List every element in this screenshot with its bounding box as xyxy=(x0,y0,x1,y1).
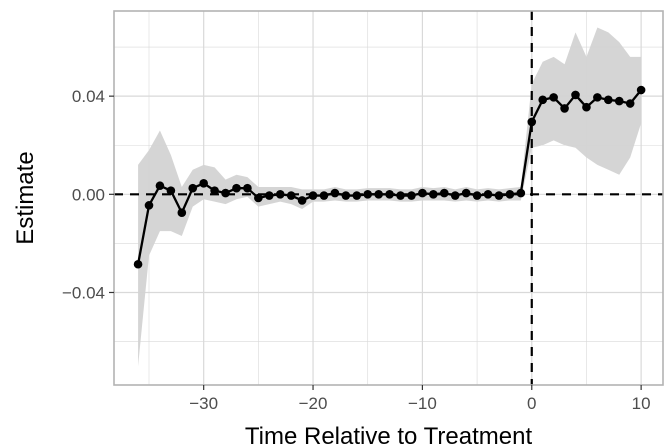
y-tick-label: 0.04 xyxy=(72,87,105,106)
estimate-point xyxy=(593,93,602,102)
estimate-point xyxy=(166,186,176,195)
estimate-point xyxy=(571,90,580,100)
estimate-point xyxy=(396,191,405,200)
estimate-point xyxy=(560,104,569,113)
estimate-point xyxy=(625,99,635,108)
estimate-point xyxy=(243,183,252,193)
estimate-point xyxy=(636,85,646,95)
plot-panel-border xyxy=(113,10,664,386)
estimate-point xyxy=(494,191,504,200)
x-tick-label: −30 xyxy=(189,394,218,413)
estimate-point xyxy=(549,93,558,102)
estimate-point xyxy=(516,188,526,198)
estimate-point xyxy=(188,183,198,193)
estimate-point xyxy=(439,188,449,198)
estimate-point xyxy=(363,190,373,199)
y-tick-label: 0.00 xyxy=(72,185,105,204)
estimate-point xyxy=(461,188,471,198)
y-axis-ticks: −0.04 0.00 0.04 xyxy=(62,87,114,302)
estimate-point xyxy=(286,191,296,200)
estimate-point xyxy=(221,188,230,198)
estimate-point xyxy=(614,96,624,106)
estimate-point xyxy=(418,188,427,198)
estimate-point xyxy=(407,191,416,200)
estimate-point xyxy=(330,188,340,198)
estimate-point xyxy=(341,191,351,200)
estimate-point xyxy=(538,95,548,105)
x-axis-ticks: −30 −20 −10 0 10 xyxy=(189,385,651,413)
estimate-point xyxy=(297,196,307,205)
x-axis-title: Time Relative to Treatment xyxy=(245,423,533,447)
estimate-point xyxy=(308,191,318,200)
estimate-point xyxy=(483,190,493,199)
estimate-point xyxy=(232,183,241,193)
estimate-point xyxy=(319,191,329,200)
y-tick-label: −0.04 xyxy=(62,283,105,302)
estimate-point xyxy=(199,178,208,188)
estimate-point xyxy=(155,181,165,191)
estimate-point xyxy=(450,191,460,200)
estimate-point xyxy=(527,117,537,127)
x-tick-label: −20 xyxy=(299,394,328,413)
estimate-point xyxy=(385,190,394,199)
estimate-point xyxy=(177,208,187,218)
estimate-point xyxy=(505,190,515,199)
estimate-point xyxy=(429,190,438,199)
estimate-points xyxy=(133,85,646,269)
x-tick-label: −10 xyxy=(408,394,437,413)
estimate-point xyxy=(352,191,362,200)
estimate-point xyxy=(604,95,613,105)
estimate-point xyxy=(472,191,482,200)
x-tick-label: 0 xyxy=(527,394,536,413)
estimate-point xyxy=(210,186,219,195)
estimate-point xyxy=(144,201,154,210)
x-tick-label: 10 xyxy=(632,394,651,413)
estimate-point xyxy=(264,191,274,200)
estimate-point xyxy=(374,190,383,199)
y-axis-title: Estimate xyxy=(12,151,39,244)
estimate-point xyxy=(582,102,591,112)
estimate-point xyxy=(133,259,143,269)
estimate-point xyxy=(275,190,285,199)
estimate-point xyxy=(254,193,263,203)
